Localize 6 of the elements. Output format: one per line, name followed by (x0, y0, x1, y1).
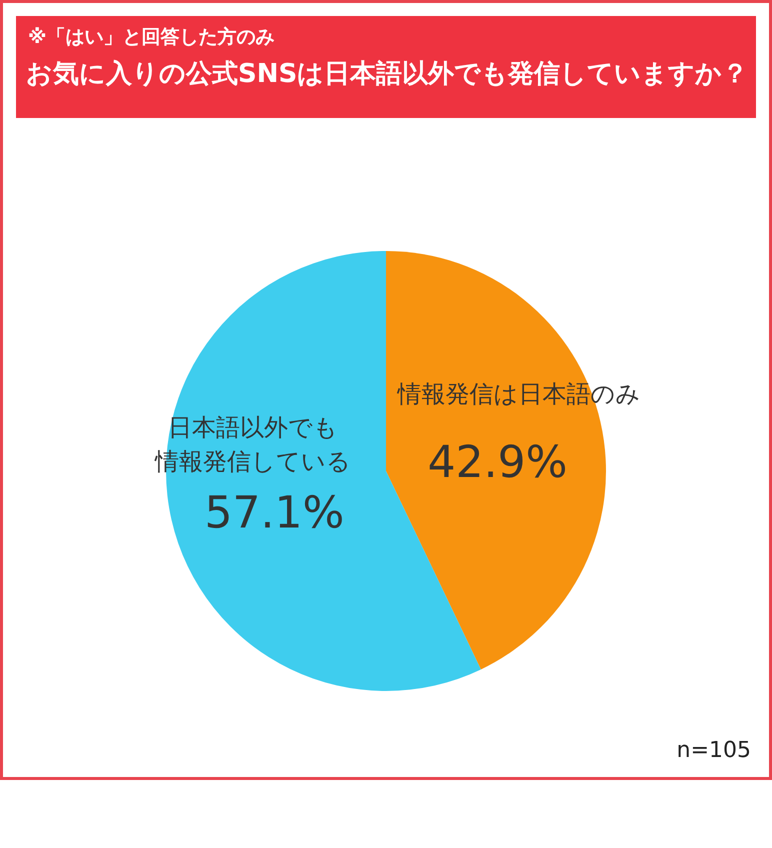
chart-title: お気に入りの公式SNSは日本語以外でも発信していますか？ (26, 58, 748, 91)
text: n=105 (676, 738, 751, 763)
slice-label: 情報発信は日本語のみ (396, 380, 641, 408)
data-label: 42.9% (428, 437, 568, 488)
data-label: 57.1% (204, 488, 344, 539)
chart-subtitle: ※「はい」と回答した方のみ (28, 25, 274, 50)
